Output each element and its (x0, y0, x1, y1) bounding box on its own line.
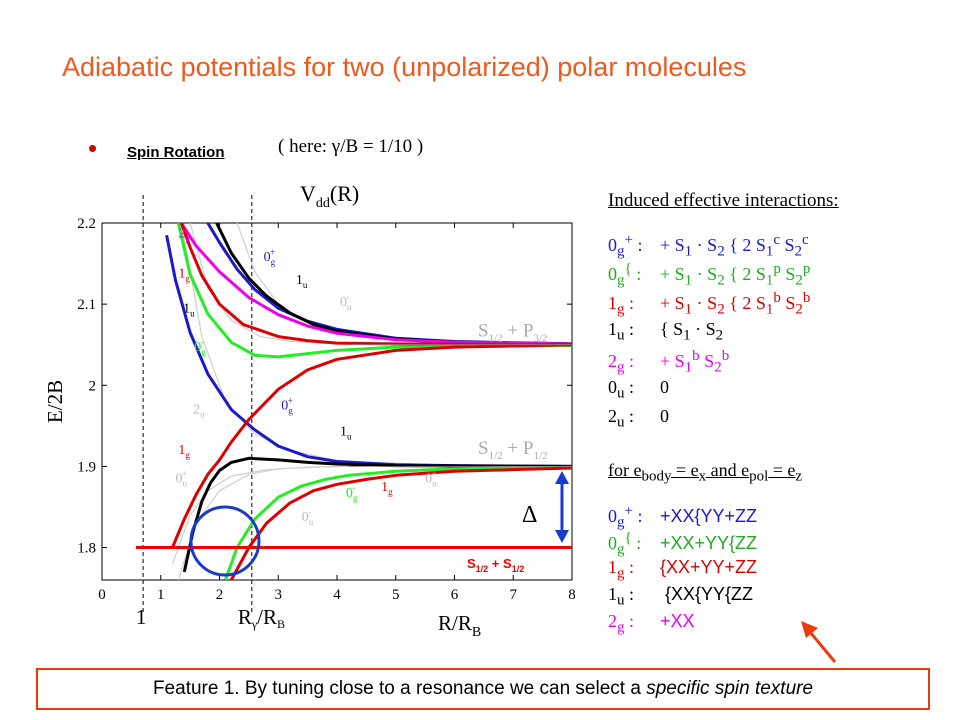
marker-label: Rγ/RB (238, 605, 285, 631)
x-tick-label: 6 (451, 587, 459, 603)
cartesian-expr: +XX+YY{ZZ (660, 533, 757, 553)
state-label: 0g+ (264, 247, 276, 267)
y-axis-label: E/2B (43, 380, 67, 423)
x-tick-label: 4 (333, 587, 341, 603)
pointer-arrow-head (801, 621, 818, 638)
y-tick-label: 2.2 (77, 216, 96, 232)
cartesian-row: 1u : {XX{YY{ZZ (608, 584, 753, 610)
interaction-expr: + S1 · S2 { 2 S1c S2c (660, 235, 809, 255)
delta-label: Δ (522, 502, 537, 528)
state-label: 1g : (608, 293, 660, 319)
cartesian-expr: {XX{YY{ZZ (660, 584, 753, 604)
x-tick-label: 3 (275, 587, 283, 603)
x-tick-label: 1 (157, 587, 165, 603)
x-axis-label: R/RB (438, 611, 481, 640)
y-tick-label: 1.8 (77, 541, 96, 557)
cartesian-expr: +XX (660, 611, 695, 631)
plot-frame (102, 223, 572, 580)
state-label: 2u : (608, 406, 660, 432)
footer-emphasis: specific spin texture (646, 678, 813, 699)
state-label: 1g : (608, 557, 660, 583)
cartesian-row: 0g{ : +XX+YY{ZZ (608, 530, 757, 559)
interaction-row: 1u :{ S1 · S2 (608, 319, 723, 345)
y-tick-label: 2.1 (77, 297, 96, 313)
y-tick-label: 1.9 (77, 459, 96, 475)
interaction-expr: { S1 · S2 (660, 319, 723, 339)
basis-subheader: for ebody = ex and epol = ez (608, 460, 802, 486)
interaction-row: 2g : + S1b S2b (608, 348, 729, 377)
state-label: 0g+ : (608, 503, 660, 532)
x-tick-label: 7 (510, 587, 518, 603)
state-label: 0g{ : (608, 530, 660, 559)
interaction-row: 1g : + S1 · S2 { 2 S1b S2b (608, 290, 810, 319)
state-label: 0u+ (425, 469, 437, 489)
x-tick-label: 8 (568, 587, 576, 603)
chart-title: Vdd(R) (300, 181, 359, 211)
cartesian-row: 2g : +XX (608, 611, 695, 637)
marker-label: 1 (136, 605, 147, 629)
state-label: 2g : (608, 611, 660, 637)
footer-text: Feature 1. By tuning close to a resonanc… (38, 670, 928, 708)
interaction-row: 0u :0 (608, 377, 669, 403)
state-label: 0u : (608, 377, 660, 403)
state-label: 0g{ : (608, 261, 660, 290)
state-label: 1u : (608, 584, 660, 610)
state-label: 0g+ : (608, 232, 660, 261)
interaction-row: 0g+ : + S1 · S2 { 2 S1c S2c (608, 232, 809, 261)
interaction-expr: 0 (660, 377, 669, 397)
footer-box: Feature 1. By tuning close to a resonanc… (36, 668, 930, 710)
footer-prefix: Feature 1. By tuning close to a resonanc… (153, 678, 646, 699)
state-label: 1u : (608, 319, 660, 345)
cartesian-expr: +XX{YY+ZZ (660, 506, 757, 526)
interaction-expr: + S1b S2b (660, 351, 729, 371)
interaction-row: 0g{ : + S1 · S2 { 2 S1p S2p (608, 261, 810, 290)
x-tick-label: 0 (98, 587, 106, 603)
cartesian-row: 1g : {XX+YY+ZZ (608, 557, 757, 583)
cartesian-expr: {XX+YY+ZZ (660, 557, 757, 577)
state-label: 0u+ (175, 469, 187, 489)
cartesian-row: 0g+ : +XX{YY+ZZ (608, 503, 757, 532)
x-tick-label: 5 (392, 587, 400, 603)
interaction-expr: + S1 · S2 { 2 S1p S2p (660, 264, 810, 284)
interaction-row: 2u :0 (608, 406, 669, 432)
panel-title: Induced effective interactions: (608, 190, 839, 212)
state-label: 2g : (608, 351, 660, 377)
pointer-arrow (810, 632, 835, 662)
interaction-expr: + S1 · S2 { 2 S1b S2b (660, 293, 810, 313)
state-label: 0g+ (281, 396, 293, 416)
y-tick-label: 2 (89, 378, 97, 394)
interaction-expr: 0 (660, 406, 669, 426)
x-tick-label: 2 (216, 587, 224, 603)
